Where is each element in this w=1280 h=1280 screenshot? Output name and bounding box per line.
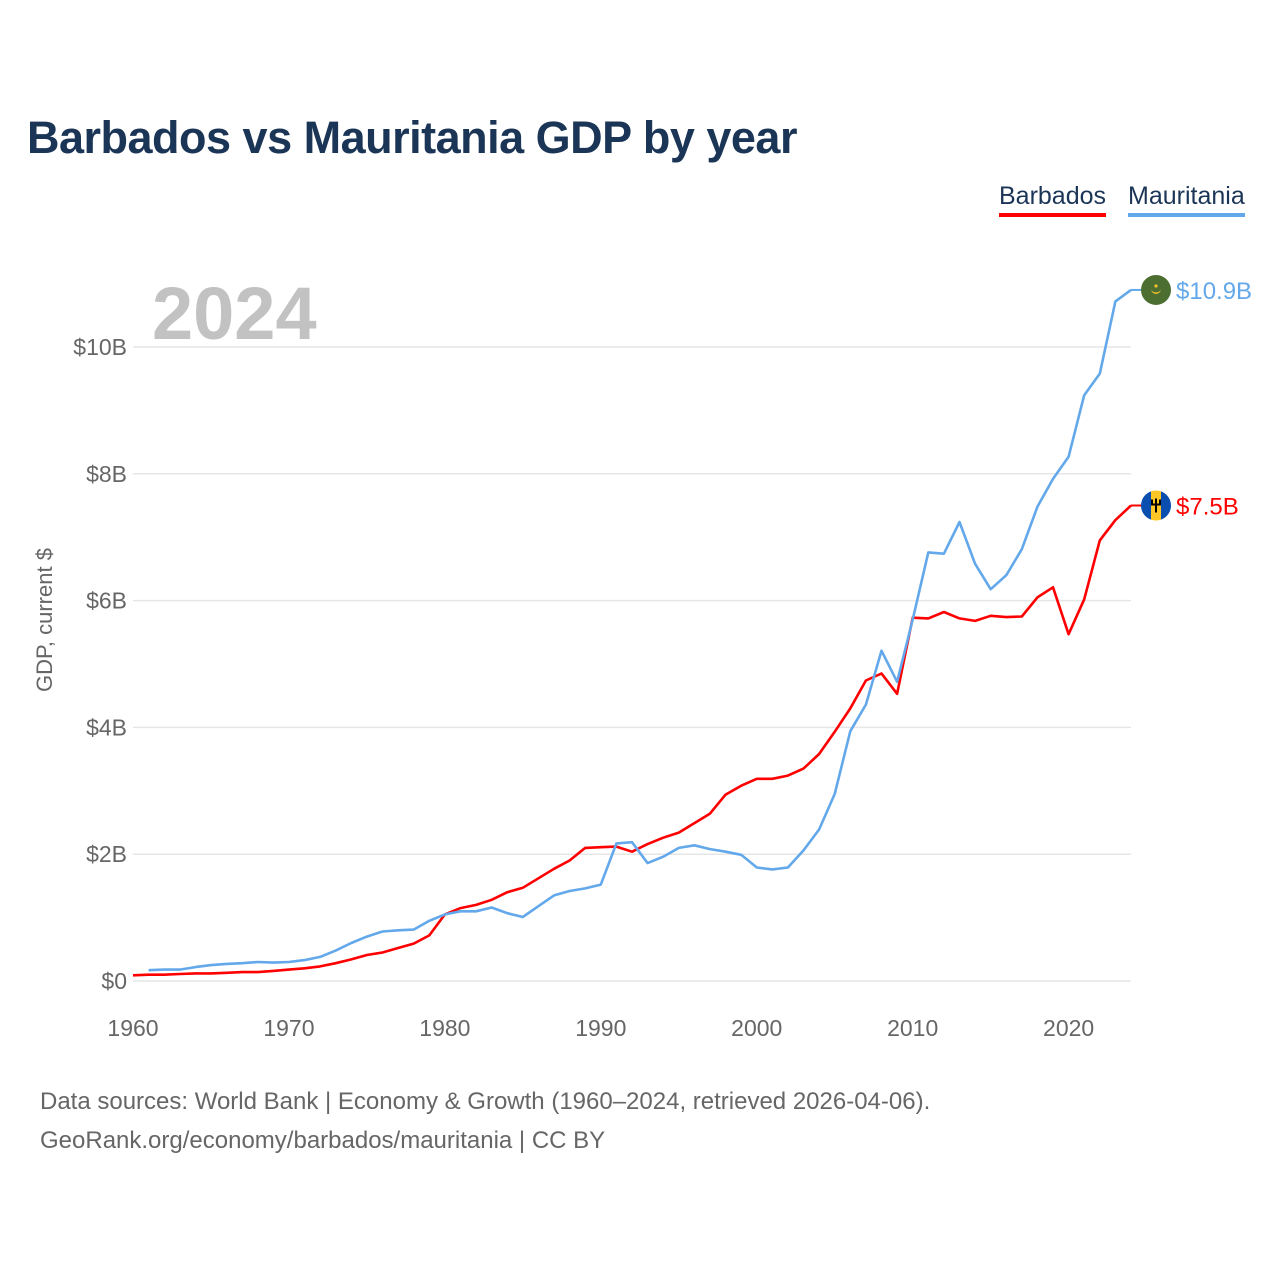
series-line-barbados[interactable] (132, 504, 1132, 977)
y-tick-label: $4B (86, 714, 127, 740)
series-line-mauritania[interactable] (148, 288, 1132, 972)
data-source-text: Data sources: World Bank | Economy & Gro… (40, 1088, 931, 1115)
y-tick-label: $10B (73, 334, 127, 360)
x-tick-label: 2010 (887, 1015, 938, 1041)
footer: Data sources: World Bank | Economy & Gro… (40, 1082, 930, 1160)
x-tick-label: 1980 (419, 1015, 470, 1041)
year-watermark: 2024 (152, 272, 317, 355)
y-tick-label: $6B (86, 588, 127, 614)
y-tick-label: $0 (101, 968, 127, 994)
mauritania-flag-icon (1141, 274, 1171, 305)
end-value-label: $10.9B (1176, 278, 1252, 305)
legend-barbados[interactable]: Barbados (999, 182, 1107, 217)
y-tick-label: $2B (86, 841, 127, 867)
chart-title: Barbados vs Mauritania GDP by year (27, 112, 797, 163)
end-value-label: $7.5B (1176, 494, 1239, 521)
y-tick-label: $8B (86, 461, 127, 487)
y-axis-label: GDP, current $ (32, 548, 57, 692)
x-tick-label: 1990 (575, 1015, 626, 1041)
legend-mauritania[interactable]: Mauritania (1128, 182, 1245, 217)
x-tick-label: 1960 (107, 1015, 158, 1041)
x-tick-label: 1970 (263, 1015, 314, 1041)
x-tick-label: 2020 (1043, 1015, 1094, 1041)
barbados-flag-icon (1141, 490, 1171, 521)
x-tick-label: 2000 (731, 1015, 782, 1041)
source-link[interactable]: GeoRank.org/economy/barbados/mauritania … (40, 1127, 606, 1154)
